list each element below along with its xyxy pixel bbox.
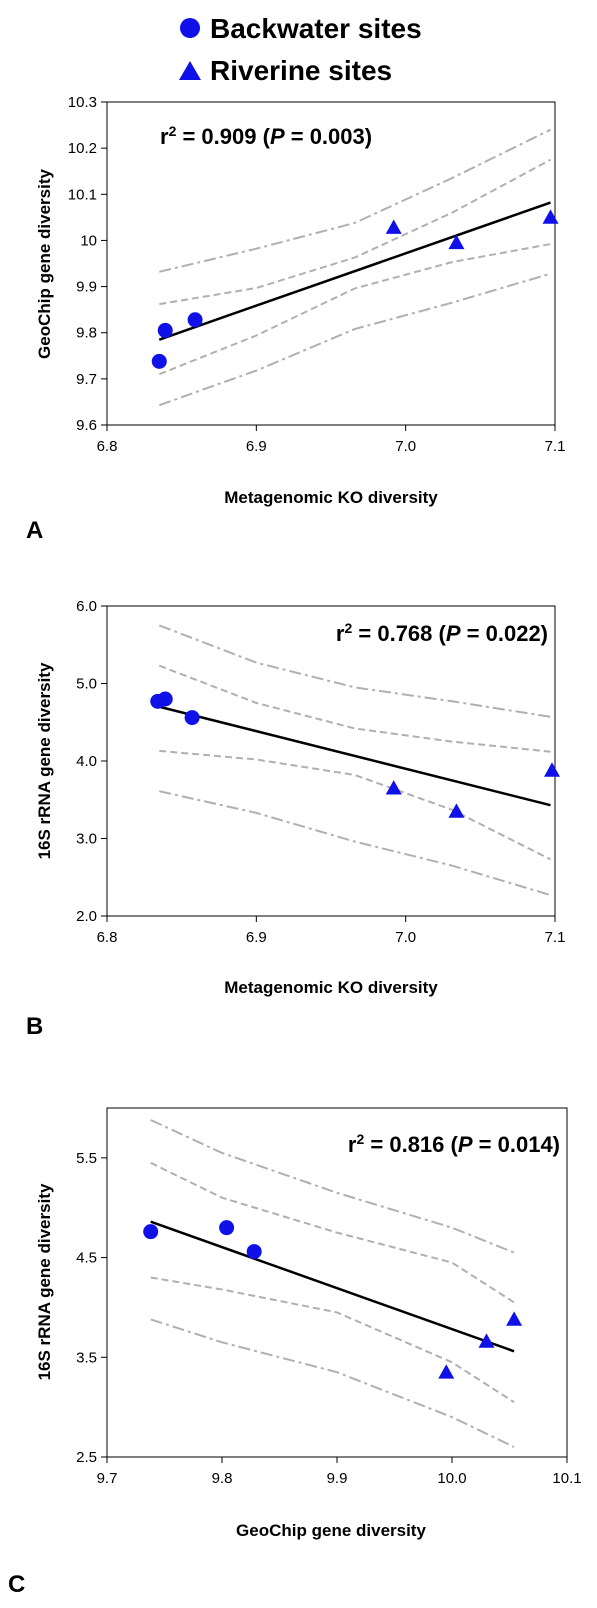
panel-label: A: [26, 517, 43, 544]
y-tick-label: 10.3: [68, 94, 97, 111]
x-tick-label: 7.0: [395, 438, 416, 455]
riverine-point: [385, 780, 402, 795]
panel-b: r2 = 0.768 (P = 0.022) Metagenomic KO di…: [26, 598, 565, 1040]
prediction-band-upper: [150, 1119, 515, 1254]
x-tick-label: 7.1: [545, 438, 566, 455]
y-tick-label: 2.0: [76, 908, 97, 925]
backwater-point: [184, 710, 200, 726]
riverine-point: [544, 762, 561, 777]
y-tick-label: 5.5: [76, 1150, 97, 1167]
stat-annotation: r2 = 0.909 (P = 0.003): [160, 123, 372, 149]
prediction-band-upper: [158, 624, 551, 718]
stat-annotation: r2 = 0.768 (P = 0.022): [336, 620, 548, 646]
prediction-band-lower: [159, 790, 551, 897]
legend-circle-marker: [180, 18, 200, 38]
riverine-point: [506, 1311, 523, 1326]
prediction-band-lower: [150, 1318, 515, 1448]
backwater-point: [157, 691, 173, 707]
x-axis-title: GeoChip gene diversity: [236, 1521, 426, 1540]
legend-triangle-marker: [179, 61, 201, 80]
legend: Backwater sites Riverine sites: [179, 13, 422, 86]
confidence-band-upper: [150, 1161, 515, 1304]
x-tick-label: 10.1: [552, 1470, 581, 1487]
y-tick-label: 3.5: [76, 1349, 97, 1366]
y-tick-label: 10.1: [68, 186, 97, 203]
riverine-point: [542, 209, 559, 224]
y-tick-label: 9.7: [76, 371, 97, 388]
regression-line: [150, 1220, 515, 1353]
y-tick-label: 10: [80, 232, 97, 249]
stat-annotation: r2 = 0.816 (P = 0.014): [348, 1131, 560, 1157]
confidence-band-lower: [150, 1276, 515, 1404]
confidence-band-upper: [158, 664, 551, 753]
y-tick-label: 10.2: [68, 140, 97, 157]
riverine-point: [448, 234, 465, 250]
riverine-point: [448, 803, 465, 818]
x-tick-label: 10.0: [437, 1470, 466, 1487]
y-axis-title: GeoChip gene diversity: [35, 169, 54, 359]
y-axis-title: 16S rRNA gene diversity: [35, 662, 54, 859]
plot-frame: [106, 101, 556, 426]
x-axis-title: Metagenomic KO diversity: [224, 488, 438, 507]
y-tick-label: 4.0: [76, 753, 97, 770]
y-tick-label: 6.0: [76, 598, 97, 615]
plot-frame: [106, 605, 556, 917]
x-tick-label: 9.9: [327, 1470, 348, 1487]
x-tick-label: 7.0: [395, 929, 416, 946]
regression-line: [158, 705, 551, 807]
regression-line: [158, 201, 551, 341]
y-tick-label: 4.5: [76, 1250, 97, 1267]
backwater-point: [219, 1220, 235, 1236]
y-tick-label: 9.9: [76, 279, 97, 296]
x-tick-label: 7.1: [545, 929, 566, 946]
panel-label: C: [8, 1571, 25, 1598]
backwater-point: [151, 353, 167, 369]
riverine-point: [438, 1364, 455, 1379]
confidence-band-upper: [159, 158, 551, 306]
legend-label-backwater: Backwater sites: [210, 13, 422, 44]
y-axis-title: 16S rRNA gene diversity: [35, 1183, 54, 1380]
x-tick-label: 6.8: [97, 929, 118, 946]
panel-label: B: [26, 1013, 43, 1040]
x-tick-label: 9.8: [212, 1470, 233, 1487]
confidence-band-lower: [159, 749, 551, 861]
riverine-point: [478, 1333, 495, 1348]
panel-a: r2 = 0.909 (P = 0.003) Metagenomic KO di…: [26, 94, 565, 544]
confidence-band-lower: [158, 243, 551, 376]
x-axis-title: Metagenomic KO diversity: [224, 978, 438, 997]
x-tick-label: 6.9: [246, 438, 267, 455]
panel-c: r2 = 0.816 (P = 0.014) GeoChip gene dive…: [8, 1107, 582, 1598]
x-tick-label: 9.7: [97, 1470, 118, 1487]
backwater-point: [143, 1224, 159, 1240]
y-tick-label: 2.5: [76, 1449, 97, 1466]
riverine-point: [385, 219, 402, 234]
y-tick-label: 9.6: [76, 417, 97, 434]
y-tick-label: 3.0: [76, 831, 97, 848]
backwater-point: [246, 1244, 262, 1260]
prediction-band-upper: [159, 128, 551, 273]
backwater-point: [157, 322, 173, 338]
y-tick-label: 9.8: [76, 325, 97, 342]
x-tick-label: 6.8: [97, 438, 118, 455]
y-tick-label: 5.0: [76, 676, 97, 693]
x-tick-label: 6.9: [246, 929, 267, 946]
backwater-point: [187, 312, 203, 328]
legend-label-riverine: Riverine sites: [210, 55, 392, 86]
prediction-band-lower: [158, 272, 551, 407]
